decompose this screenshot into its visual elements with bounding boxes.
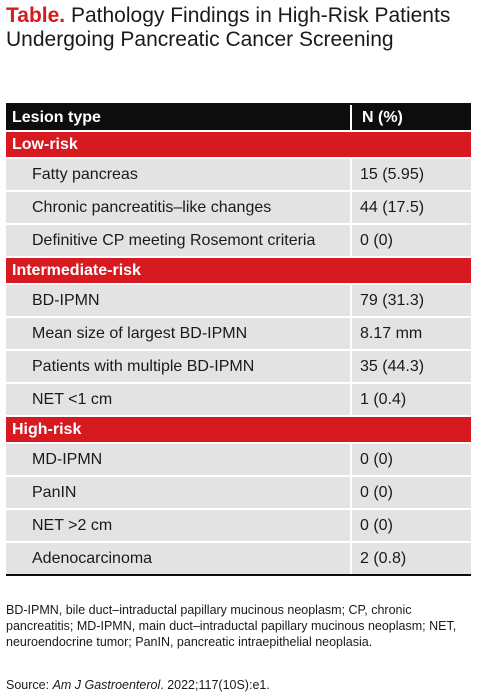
table-row: Patients with multiple BD-IPMN 35 (44.3) (6, 349, 471, 383)
title-text: Pathology Findings in High-Risk Patients… (6, 4, 451, 51)
source-citation: Source: Am J Gastroenterol. 2022;117(10S… (6, 677, 471, 693)
lesion-cell: Mean size of largest BD-IPMN (6, 316, 351, 350)
title-label: Table. (6, 4, 66, 27)
lesion-cell: Adenocarcinoma (6, 541, 351, 576)
table-row: BD-IPMN 79 (31.3) (6, 283, 471, 317)
value-cell: 8.17 mm (350, 316, 471, 350)
section-label: High-risk (6, 415, 471, 443)
table-row: Fatty pancreas 15 (5.95) (6, 157, 471, 191)
value-cell: 0 (0) (350, 508, 471, 542)
value-cell: 0 (0) (350, 475, 471, 509)
table-row: PanIN 0 (0) (6, 475, 471, 509)
section-header-low-risk: Low-risk (6, 130, 471, 158)
header-n-percent: N (%) (350, 103, 471, 131)
value-cell: 0 (0) (350, 223, 471, 257)
value-cell: 2 (0.8) (350, 541, 471, 576)
table-row: Adenocarcinoma 2 (0.8) (6, 541, 471, 576)
pathology-table: Lesion type N (%) Low-risk Fatty pancrea… (6, 103, 471, 576)
section-label: Intermediate-risk (6, 256, 471, 284)
lesion-cell: Chronic pancreatitis–like changes (6, 190, 351, 224)
value-cell: 79 (31.3) (350, 283, 471, 317)
source-journal: Am J Gastroenterol (52, 678, 161, 692)
value-cell: 1 (0.4) (350, 382, 471, 416)
lesion-cell: Patients with multiple BD-IPMN (6, 349, 351, 383)
lesion-cell: NET <1 cm (6, 382, 351, 416)
section-label: Low-risk (6, 130, 471, 158)
table-row: Mean size of largest BD-IPMN 8.17 mm (6, 316, 471, 350)
source-details: . 2022;117(10S):e1. (160, 678, 270, 692)
table-row: NET <1 cm 1 (0.4) (6, 382, 471, 416)
section-header-high-risk: High-risk (6, 415, 471, 443)
source-prefix: Source: (6, 678, 53, 692)
table-title: Table. Pathology Findings in High-Risk P… (6, 4, 466, 52)
lesion-cell: MD-IPMN (6, 442, 351, 476)
value-cell: 0 (0) (350, 442, 471, 476)
table-row: MD-IPMN 0 (0) (6, 442, 471, 476)
lesion-cell: BD-IPMN (6, 283, 351, 317)
section-header-intermediate-risk: Intermediate-risk (6, 256, 471, 284)
lesion-cell: Fatty pancreas (6, 157, 351, 191)
lesion-cell: PanIN (6, 475, 351, 509)
table-row: NET >2 cm 0 (0) (6, 508, 471, 542)
value-cell: 35 (44.3) (350, 349, 471, 383)
value-cell: 15 (5.95) (350, 157, 471, 191)
lesion-cell: Definitive CP meeting Rosemont criteria (6, 223, 351, 257)
lesion-cell: NET >2 cm (6, 508, 351, 542)
table-row: Definitive CP meeting Rosemont criteria … (6, 223, 471, 257)
value-cell: 44 (17.5) (350, 190, 471, 224)
table-row: Chronic pancreatitis–like changes 44 (17… (6, 190, 471, 224)
header-row: Lesion type N (%) (6, 103, 471, 131)
abbreviations-footnote: BD-IPMN, bile duct–intraductal papillary… (6, 603, 457, 649)
header-lesion-type: Lesion type (6, 103, 351, 131)
